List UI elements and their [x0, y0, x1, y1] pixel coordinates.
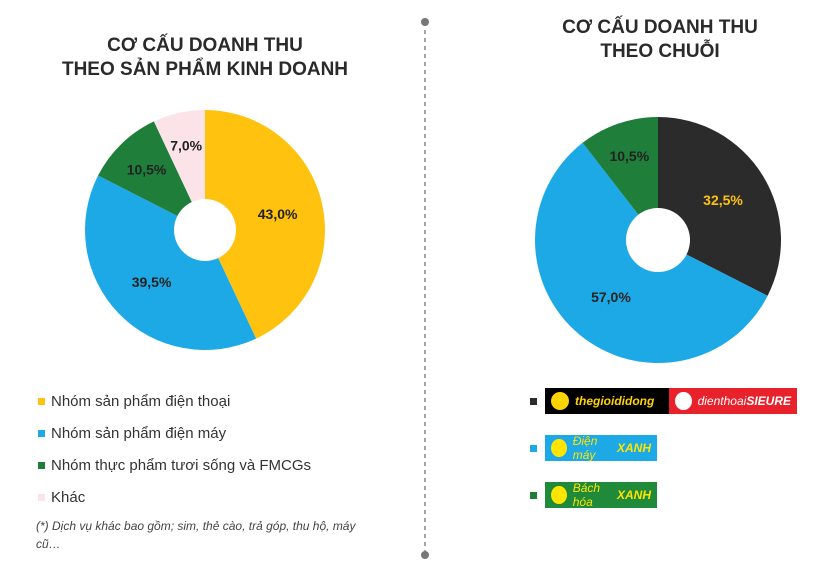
footnote: (*) Dịch vụ khác bao gồm; sim, thẻ cào, … [36, 519, 356, 551]
slice-2 [98, 121, 205, 230]
dmx-logo: Điện máy XANH [545, 434, 657, 462]
right-chart-title: CƠ CẤU DOANH THU THEO CHUỖI [500, 16, 820, 64]
left-donut: 43,0% 39,5% 10,5%7,0% [84, 110, 325, 351]
legend-swatch [38, 493, 45, 501]
left-chart-title: CƠ CẤU DOANH THU THEO SẢN PHẨM KINH DOAN… [40, 34, 370, 82]
slice-label-2: 10,5% [609, 148, 649, 164]
slice-label-2: 10,5% [127, 162, 167, 178]
legend-swatch [38, 397, 45, 405]
legend-label: Nhóm sản phẩm điện thoại [51, 392, 231, 410]
legend-swatch [38, 429, 45, 437]
divider-dot-top [421, 18, 429, 26]
legend-swatch [530, 444, 537, 452]
slice-label-1: 39,5% [132, 274, 172, 290]
slice-label-1: 57,0% [591, 289, 631, 305]
legend-label: Nhóm thực phẩm tươi sống và FMCGs [51, 456, 311, 474]
slice-label-3: 7,0% [170, 138, 202, 154]
donut-hole [174, 199, 236, 261]
slice-0 [658, 117, 781, 296]
legend-item-dmx: Điện máy XANH [530, 434, 657, 462]
tgdd-logo: thegioididong [545, 388, 669, 414]
slice-label-0: 43,0% [258, 206, 298, 222]
legend-item-phones: Nhóm sản phẩm điện thoại [38, 385, 311, 417]
right-title-line-1: CƠ CẤU DOANH THU [562, 17, 758, 38]
legend-swatch [530, 397, 537, 405]
legend-label: Nhóm sản phẩm điện máy [51, 424, 227, 442]
slice-3 [153, 110, 205, 230]
legend-item-electronics: Nhóm sản phẩm điện máy [38, 417, 311, 449]
right-title-line-2: THEO CHUỖI [600, 41, 720, 62]
left-legend: Nhóm sản phẩm điện thoại Nhóm sản phẩm đ… [38, 385, 311, 513]
left-title-line-2: THEO SẢN PHẨM KINH DOANH [61, 59, 349, 80]
divider-dot-bottom [421, 551, 429, 559]
legend-item-tgdd: thegioididong dienthoai SIEURE [530, 388, 797, 414]
bhx-logo: Bách hóa XANH [545, 481, 657, 509]
dtsr-logo: dienthoai SIEURE [669, 388, 797, 414]
legend-item-bhx: Bách hóa XANH [530, 481, 657, 509]
legend-swatch [530, 491, 537, 499]
slice-1 [84, 175, 257, 351]
left-title-line-1: CƠ CẤU DOANH THU [107, 35, 303, 56]
legend-item-other: Khác [38, 481, 311, 513]
donut-hole [626, 208, 690, 272]
slice-2 [582, 117, 658, 240]
slice-label-0: 32,5% [703, 192, 743, 208]
legend-swatch [38, 461, 45, 469]
right-donut: 32,5% 57,0% 10,5% [534, 117, 781, 363]
slice-0 [205, 110, 325, 339]
legend-label: Khác [51, 488, 86, 506]
legend-item-fmcg: Nhóm thực phẩm tươi sống và FMCGs [38, 449, 311, 481]
